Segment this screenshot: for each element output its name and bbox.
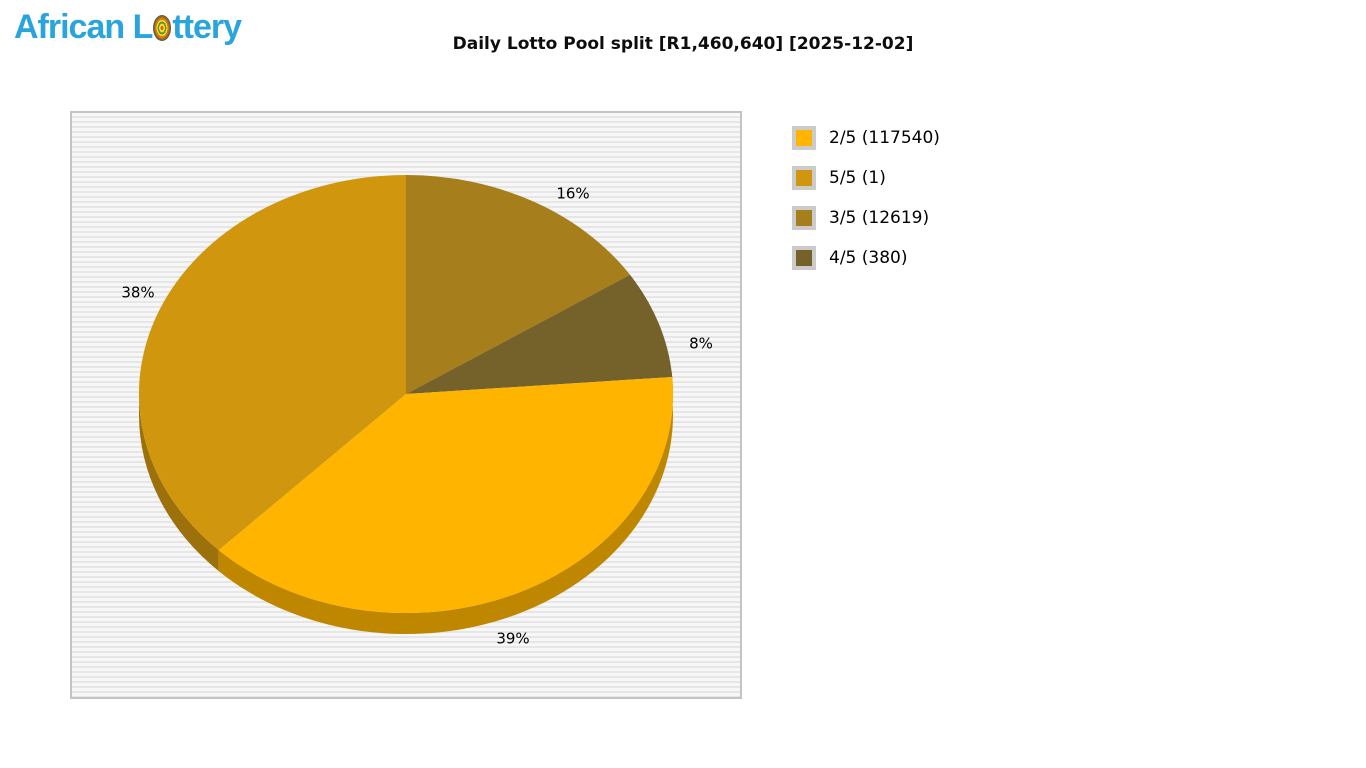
legend-label: 5/5 (1) xyxy=(829,168,886,188)
pie-chart: 16% 8% 39% 38% xyxy=(121,175,713,648)
legend-label: 2/5 (117540) xyxy=(829,128,940,148)
svg-text:38%: 38% xyxy=(121,284,154,302)
legend-swatch xyxy=(792,126,816,150)
legend-label: 4/5 (380) xyxy=(829,248,908,268)
pie-chart-area: 16% 8% 39% 38% xyxy=(70,111,742,699)
site-logo[interactable]: African L ttery xyxy=(14,8,242,47)
legend-item-3-5: 3/5 (12619) xyxy=(792,202,940,234)
legend-item-2-5: 2/5 (117540) xyxy=(792,122,940,154)
svg-text:39%: 39% xyxy=(496,630,529,648)
legend-swatch xyxy=(792,246,816,270)
legend-item-4-5: 4/5 (380) xyxy=(792,242,940,274)
legend-swatch xyxy=(792,166,816,190)
legend-label: 3/5 (12619) xyxy=(829,208,930,228)
lottery-ball-icon xyxy=(153,15,172,41)
logo-text-left: African L xyxy=(14,8,153,46)
page-title: Daily Lotto Pool split [R1,460,640] [202… xyxy=(452,34,914,54)
legend-item-5-5: 5/5 (1) xyxy=(792,162,940,194)
logo-text-right: ttery xyxy=(172,8,242,46)
svg-text:16%: 16% xyxy=(556,185,589,203)
svg-text:8%: 8% xyxy=(689,335,713,353)
chart-legend: 2/5 (117540) 5/5 (1) 3/5 (12619) 4/5 (38… xyxy=(792,122,940,282)
legend-swatch xyxy=(792,206,816,230)
